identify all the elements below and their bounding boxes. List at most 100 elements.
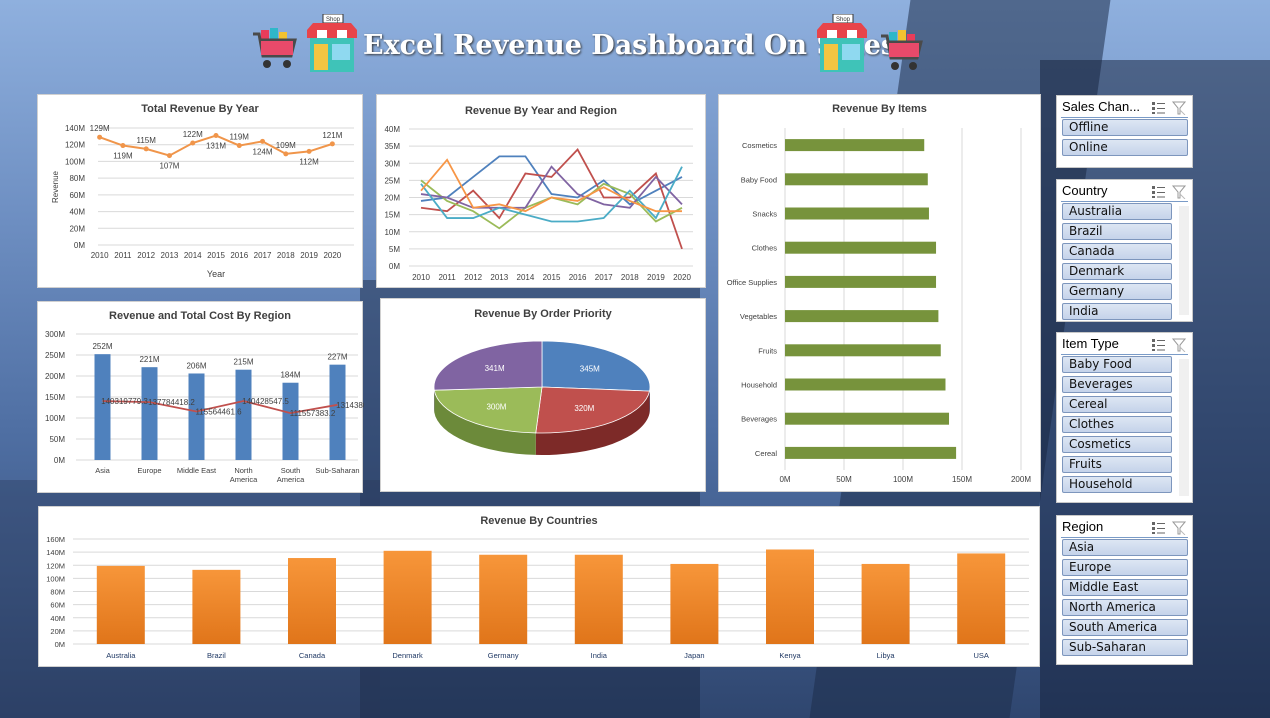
slicer-sales-channel[interactable]: Sales Chan... Offline Online — [1056, 95, 1193, 168]
slicer-item[interactable]: Canada — [1062, 243, 1172, 260]
slicer-country[interactable]: Country Australia Brazil Canada Denmark Germa… — [1056, 179, 1193, 322]
slicer-item[interactable]: Denmark — [1062, 263, 1172, 280]
x-tick-label: 2010 — [91, 251, 109, 260]
data-point — [120, 143, 126, 149]
clear-filter-icon[interactable] — [1171, 521, 1187, 536]
y-tick-label: 200M — [45, 372, 65, 381]
slicer-item[interactable]: Offline — [1062, 119, 1188, 136]
x-tick-label: 2010 — [412, 273, 430, 282]
slicer-scrollbar[interactable] — [1179, 206, 1189, 315]
y-tick-label: 250M — [45, 351, 65, 360]
y-tick-label: 20M — [69, 224, 85, 233]
category-label: Beverages — [741, 415, 777, 424]
column-chart: 0M 20M 40M 60M 80M 100M 120M 140M 160M Australia B… — [46, 535, 1029, 660]
category-label: Middle East — [177, 466, 217, 475]
slicer-item[interactable]: Online — [1062, 139, 1188, 156]
category-label: Australia — [106, 651, 136, 660]
y-tick-label: 20M — [384, 194, 400, 203]
category-label: America — [277, 475, 305, 484]
series-line — [420, 148, 683, 250]
data-label: 121M — [322, 131, 342, 140]
chart-revenue-and-cost-by-region[interactable]: Revenue and Total Cost By Region 0M 50M 10… — [37, 301, 364, 493]
slicer-toolbar — [1152, 520, 1187, 539]
shopping-cart-icon — [879, 28, 925, 80]
chart-revenue-by-items[interactable]: Revenue By Items 0M 50M 100M 150M 200M Cosmet… — [718, 94, 1041, 492]
shop-icon: Shop — [305, 13, 359, 80]
x-tick-label: 2016 — [569, 273, 587, 282]
slicer-toolbar — [1152, 337, 1187, 356]
category-label: Vegetables — [740, 312, 777, 321]
y-tick-label: 0M — [389, 262, 400, 271]
x-tick-label: 50M — [836, 475, 852, 484]
slicer-item[interactable]: Baby Food — [1062, 356, 1172, 373]
category-label: Household — [741, 381, 777, 390]
bar — [957, 553, 1006, 644]
chart-revenue-by-year-and-region[interactable]: Revenue By Year and Region 0M 5M 10M 15M 20M… — [376, 94, 706, 288]
data-label: 119M — [113, 152, 133, 161]
bar — [574, 554, 623, 644]
y-tick-label: 40M — [50, 614, 65, 623]
category-label: Snacks — [752, 210, 777, 219]
x-tick-label: 2017 — [254, 251, 272, 260]
bar — [785, 207, 929, 220]
bar — [785, 446, 957, 459]
slicer-item[interactable]: Asia — [1062, 539, 1188, 556]
slicer-scrollbar[interactable] — [1179, 359, 1189, 496]
slicer-item[interactable]: North America — [1062, 599, 1188, 616]
slicer-item[interactable]: Fruits — [1062, 456, 1172, 473]
chart-total-revenue-by-year[interactable]: Total Revenue By Year 0M 20M 40M 60M 80M 100M… — [37, 94, 363, 288]
slicer-item-type[interactable]: Item Type Baby Food Beverages Cereal Clothes… — [1056, 332, 1193, 503]
cost-line — [102, 400, 338, 415]
chart-title: Revenue By Countries — [480, 515, 598, 527]
x-tick-label: 2019 — [300, 251, 318, 260]
y-tick-label: 120M — [65, 141, 85, 150]
slicer-item[interactable]: South America — [1062, 619, 1188, 636]
slicer-item[interactable]: Germany — [1062, 283, 1172, 300]
multi-select-icon[interactable] — [1152, 102, 1165, 114]
bar — [383, 550, 432, 644]
slicer-title: Item Type — [1062, 336, 1119, 351]
multi-select-icon[interactable] — [1152, 339, 1165, 351]
slicer-item[interactable]: Middle East — [1062, 579, 1188, 596]
bar — [766, 549, 814, 644]
slicer-title: Sales Chan... — [1062, 99, 1141, 114]
horizontal-bar-chart: 0M 50M 100M 150M 200M Cosmetics Baby Food Snack… — [727, 128, 1031, 484]
slicer-item[interactable]: India — [1062, 303, 1172, 320]
data-point — [283, 151, 289, 157]
slicer-item[interactable]: Europe — [1062, 559, 1188, 576]
dashboard-header: Shop Excel Revenue Dashboard On Sales Sh… — [245, 12, 935, 78]
slicer-item[interactable]: Sub-Saharan — [1062, 639, 1188, 656]
x-tick-label: 2011 — [438, 273, 456, 282]
slicer-item[interactable]: Cereal — [1062, 396, 1172, 413]
slicer-item[interactable]: Clothes — [1062, 416, 1172, 433]
chart-revenue-by-countries[interactable]: Revenue By Countries 0M 20M 40M 60M 80M 100M 1… — [38, 506, 1040, 667]
clear-filter-icon[interactable] — [1171, 185, 1187, 200]
pie-slice — [541, 340, 651, 392]
data-label: 137784418.2 — [148, 398, 195, 407]
data-label: 227M — [327, 353, 347, 362]
slicer-item[interactable]: Household — [1062, 476, 1172, 493]
slicer-header: Country — [1057, 180, 1192, 202]
data-label: 107M — [159, 162, 179, 171]
slicer-divider — [1061, 117, 1188, 118]
y-tick-label: 0M — [54, 456, 65, 465]
clear-filter-icon[interactable] — [1171, 101, 1187, 116]
pie-chart: 345M 320M 300M 341M — [433, 340, 651, 455]
category-label: Canada — [299, 651, 326, 660]
slicer-item[interactable]: Brazil — [1062, 223, 1172, 240]
category-label: Asia — [95, 466, 110, 475]
revenue-bar — [235, 369, 252, 460]
x-tick-label: 2015 — [207, 251, 225, 260]
multi-select-icon[interactable] — [1152, 522, 1165, 534]
clear-filter-icon[interactable] — [1171, 338, 1187, 353]
slicer-item[interactable]: Beverages — [1062, 376, 1172, 393]
multi-select-icon[interactable] — [1152, 186, 1165, 198]
data-label: 111557383.2 — [290, 409, 336, 418]
slicer-region[interactable]: Region Asia Europe Middle East North America… — [1056, 515, 1193, 665]
data-label: 115M — [136, 136, 156, 145]
category-label: Libya — [877, 651, 896, 660]
slicer-item[interactable]: Cosmetics — [1062, 436, 1172, 453]
chart-revenue-by-order-priority[interactable]: Revenue By Order Priority 345M 320M 300M 34… — [380, 298, 706, 492]
x-tick-label: 0M — [779, 475, 790, 484]
slicer-item[interactable]: Australia — [1062, 203, 1172, 220]
